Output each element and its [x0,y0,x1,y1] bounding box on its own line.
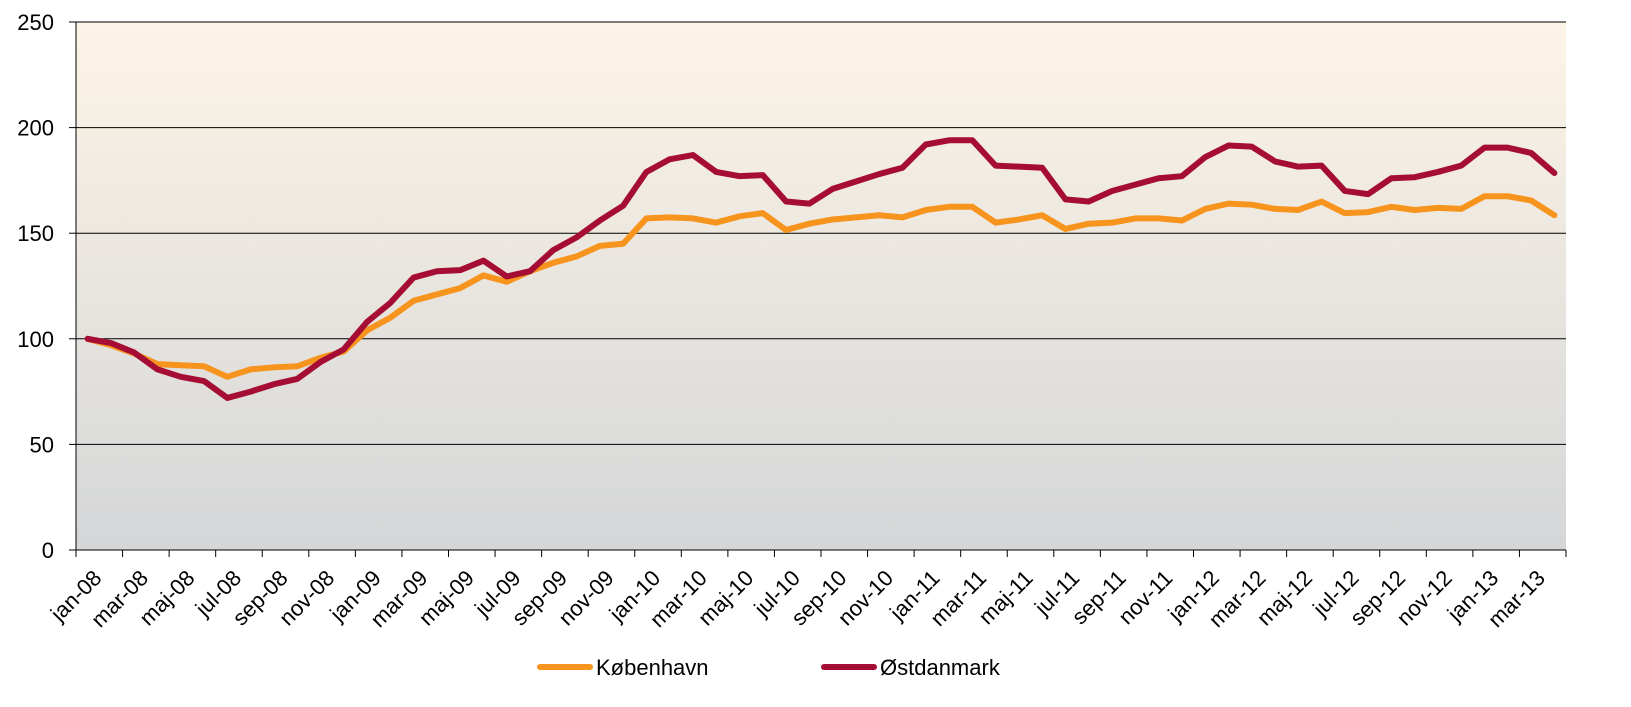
y-tick-label: 100 [17,327,54,352]
y-tick-label: 250 [17,10,54,35]
x-tick-label: maj-11 [974,565,1038,629]
legend-label: Østdanmark [880,655,1001,680]
legend: København Østdanmark [537,655,1001,680]
legend-label: København [596,655,709,680]
y-tick-label: 0 [42,538,54,563]
plot-background [76,22,1566,550]
series-line [84,137,1558,401]
y-tick-label: 150 [17,221,54,246]
y-tick-label: 200 [17,116,54,141]
x-tick-label: nov-11 [1113,565,1177,629]
lines [84,137,1558,401]
y-tick-label: 50 [30,432,54,457]
